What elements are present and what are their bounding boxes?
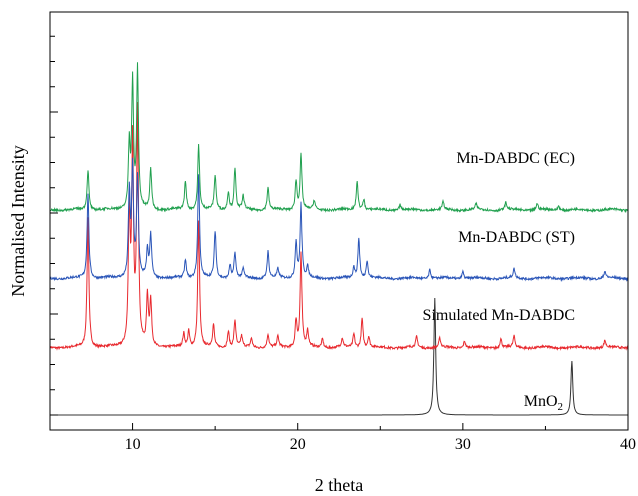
x-axis-label: 2 theta — [315, 475, 363, 495]
series-line-3 — [49, 62, 629, 213]
x-tick-label-40: 40 — [620, 436, 636, 453]
series-line-1 — [49, 101, 629, 351]
x-tick-label-30: 30 — [455, 436, 471, 453]
x-tick-label-10: 10 — [125, 436, 141, 453]
x-tick-label-20: 20 — [290, 436, 306, 453]
series-label-2: Mn-DABDC (ST) — [458, 229, 575, 246]
series-label-0: MnO2 — [524, 393, 563, 413]
axes — [49, 11, 629, 431]
axis-ticks: 10 20 30 40 — [49, 35, 636, 453]
y-axis-label: Normalised Intensity — [8, 145, 28, 296]
series-line-0 — [50, 297, 628, 416]
plot-frame — [49, 11, 629, 431]
plot-series — [49, 62, 629, 416]
series-labels: MnO2 Simulated Mn-DABDC Mn-DABDC (ST) Mn-DA… — [423, 150, 575, 413]
series-label-1: Simulated Mn-DABDC — [423, 307, 575, 324]
series-line-2 — [49, 157, 629, 282]
series-label-3: Mn-DABDC (EC) — [456, 150, 575, 167]
